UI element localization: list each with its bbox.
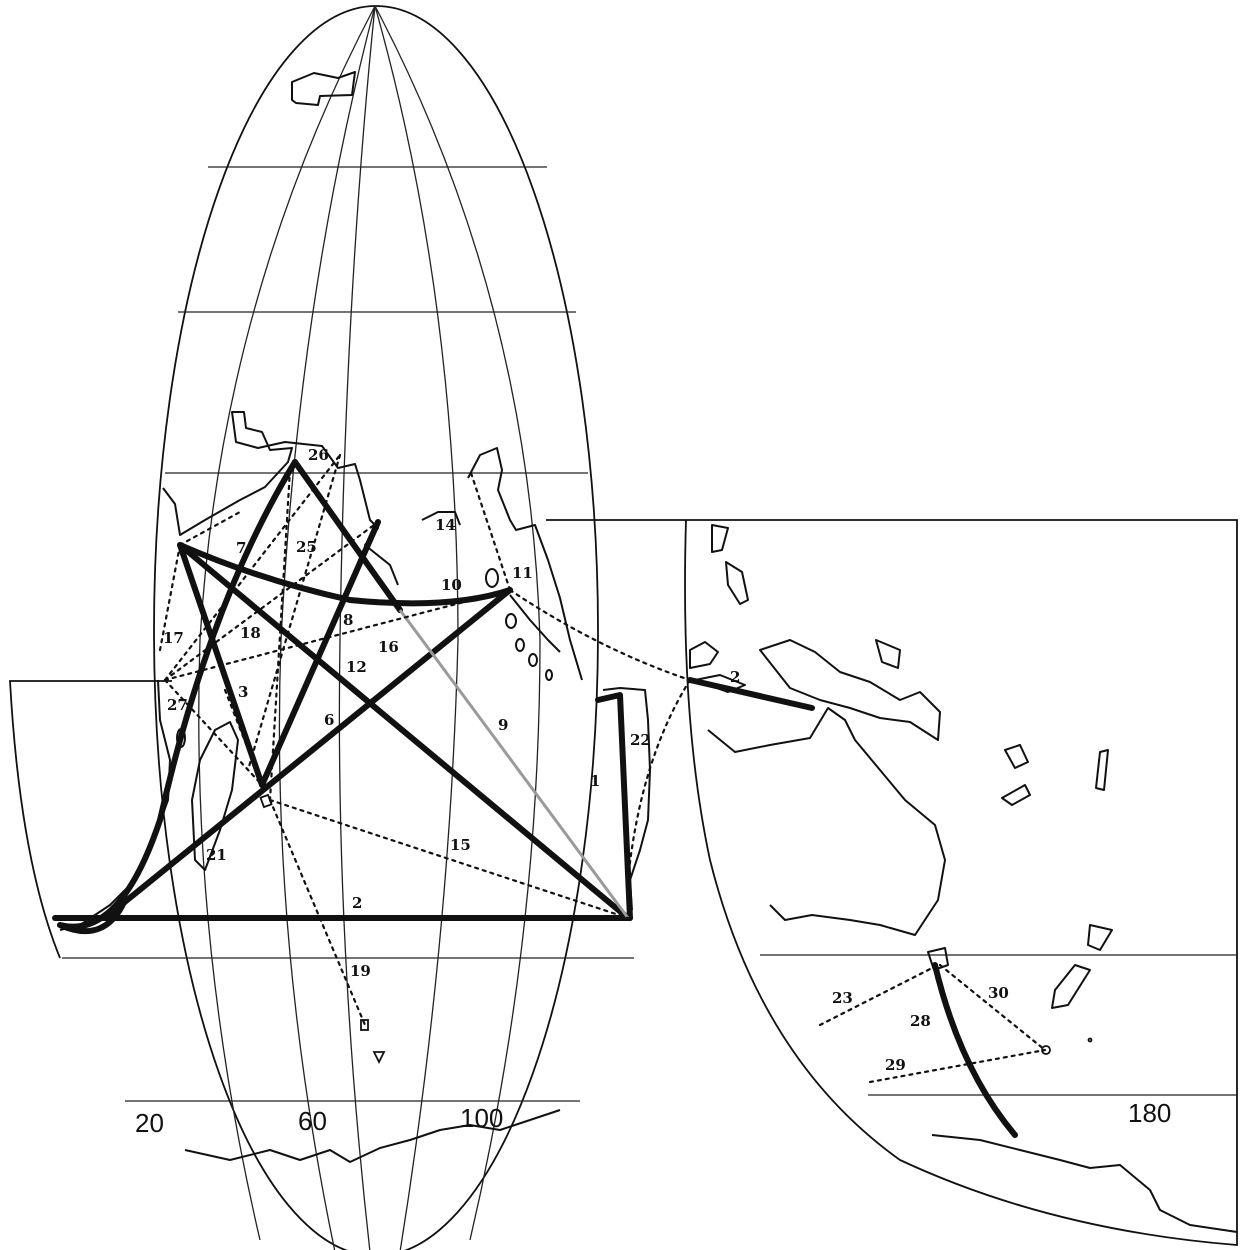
route-label: 14 [435,516,456,534]
left-meridians [198,5,541,1250]
route-label: 9 [498,716,508,734]
longitude-label: 20 [135,1108,164,1138]
station-marker [372,1051,386,1065]
route-label: 25 [296,538,317,556]
right-coastlines [689,524,1238,1233]
station-marker [1041,1045,1051,1055]
route-label: 28 [910,1012,931,1030]
route-label: 27 [167,696,188,714]
route-9-gray [398,609,630,919]
route-label: 11 [512,564,533,582]
route-label: 8 [343,611,353,629]
route-label: 10 [441,576,462,594]
station-marker [259,793,273,809]
route-label: 2 [352,894,362,912]
route-labels: 1 2 2 2 3 6 7 8 9 10 11 12 14 15 16 17 1… [163,446,1009,1074]
route-label: 21 [206,846,227,864]
route-label: 26 [308,446,329,464]
route-label: 6 [324,711,334,729]
station-marker [360,1019,369,1031]
longitude-labels: 20 60 100 180 [135,1098,1171,1138]
longitude-label: 60 [298,1106,327,1136]
route-label: 7 [236,539,246,557]
route-label: 22 [630,731,651,749]
right-lobe [546,519,1238,1246]
route-label: 15 [450,836,471,854]
station-markers [259,793,1093,1065]
route-label: 30 [988,984,1009,1002]
route-label: 16 [378,638,399,656]
routes-dotted [158,453,1047,1084]
left-lobe-boundary [153,5,599,1250]
route-label: 17 [163,629,184,647]
route-label: 23 [832,989,853,1007]
longitude-label: 180 [1128,1098,1171,1128]
route-label: 1 [590,772,600,790]
right-lobe-boundary [546,519,1238,1246]
left-parallels [62,166,634,1102]
route-label: 18 [240,624,261,642]
left-outer-frame [9,680,172,959]
station-marker [1087,1037,1093,1043]
route-label: 3 [238,683,248,701]
left-coastlines [59,71,651,1163]
route-label: 2 [730,668,740,686]
route-label: 12 [346,658,367,676]
route-label: 29 [885,1056,906,1074]
longitude-label: 100 [460,1103,503,1133]
route-label: 19 [350,962,371,980]
left-lobe [59,5,651,1250]
